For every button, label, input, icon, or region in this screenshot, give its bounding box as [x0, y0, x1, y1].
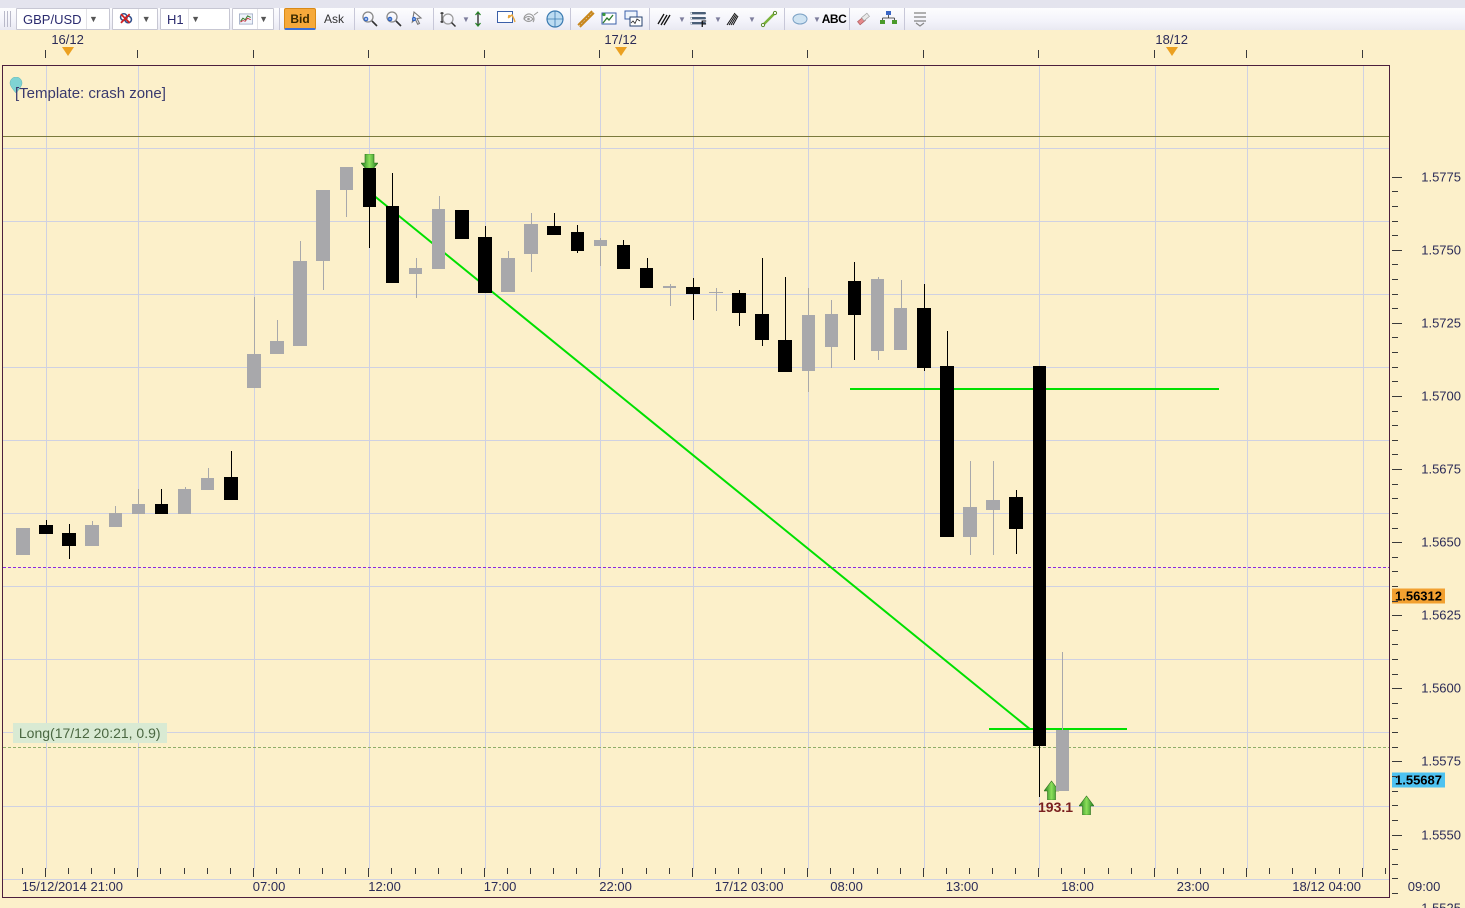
svg-text:F: F: [701, 19, 707, 27]
